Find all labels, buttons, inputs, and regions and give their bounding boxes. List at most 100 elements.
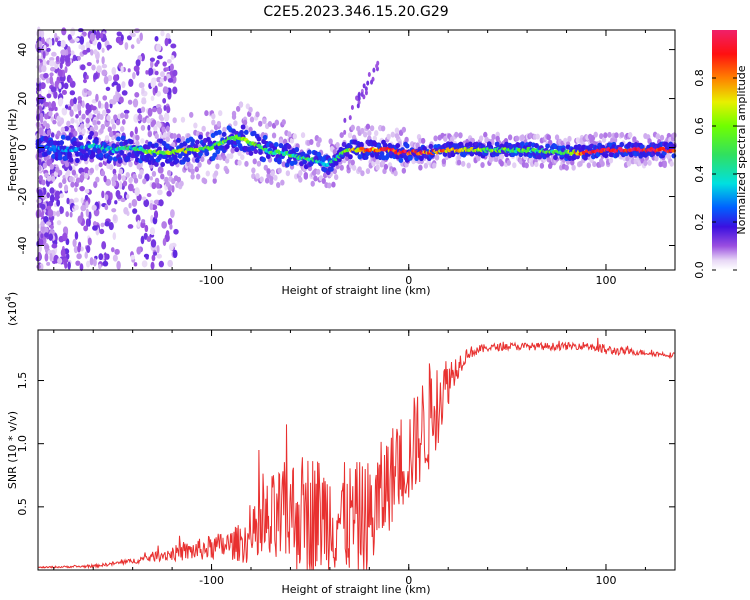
halo-point bbox=[108, 131, 114, 138]
band-point bbox=[198, 134, 203, 140]
halo-point bbox=[155, 182, 161, 189]
halo-point bbox=[669, 160, 674, 167]
halo-point bbox=[335, 142, 340, 149]
noise-point bbox=[56, 220, 62, 226]
halo-point bbox=[244, 160, 249, 167]
noise-point bbox=[141, 196, 147, 201]
halo-point bbox=[393, 170, 398, 177]
band-point bbox=[46, 149, 52, 155]
chart-title: C2E5.2023.346.15.20.G29 bbox=[263, 4, 448, 20]
noise-point bbox=[64, 261, 68, 269]
noise-point bbox=[120, 34, 124, 42]
noise-point bbox=[137, 220, 141, 228]
band-point bbox=[336, 156, 342, 163]
colorbar-tick-label: 0.0 bbox=[693, 261, 706, 279]
halo-point bbox=[251, 167, 256, 174]
halo-point bbox=[79, 175, 85, 182]
noise-point bbox=[104, 204, 109, 211]
colorbar-tick-label: 0.6 bbox=[693, 117, 706, 135]
noise-point bbox=[49, 187, 55, 194]
halo-point bbox=[292, 133, 297, 140]
band-point bbox=[215, 149, 221, 155]
feature-point bbox=[343, 129, 347, 135]
halo-point bbox=[313, 175, 318, 182]
band-point bbox=[347, 154, 353, 160]
halo-point bbox=[118, 168, 124, 175]
noise-point bbox=[59, 55, 65, 65]
halo-point bbox=[327, 182, 332, 189]
noise-point bbox=[50, 86, 57, 93]
band-point bbox=[84, 152, 90, 158]
halo-point bbox=[607, 131, 612, 138]
noise-point bbox=[120, 197, 126, 203]
halo-point bbox=[122, 180, 128, 187]
halo-point bbox=[300, 132, 306, 139]
noise-point bbox=[58, 182, 63, 189]
noise-point bbox=[36, 209, 42, 215]
noise-point bbox=[72, 54, 77, 62]
halo-point bbox=[374, 130, 379, 137]
band-point bbox=[235, 139, 241, 145]
noise-point bbox=[57, 69, 63, 77]
noise-point bbox=[156, 244, 160, 254]
noise-point bbox=[40, 233, 44, 239]
noise-point bbox=[83, 88, 88, 93]
band-point bbox=[240, 124, 246, 130]
band-point bbox=[194, 139, 200, 145]
halo-point bbox=[151, 119, 157, 126]
noise-point bbox=[148, 67, 154, 76]
halo-point bbox=[180, 116, 186, 123]
ridge-point bbox=[51, 145, 56, 149]
noise-point bbox=[158, 199, 164, 207]
halo-point bbox=[418, 164, 423, 171]
halo-point bbox=[180, 136, 186, 143]
noise-point bbox=[63, 82, 69, 90]
noise-point bbox=[38, 64, 43, 73]
halo-point bbox=[643, 159, 648, 166]
noise-point bbox=[86, 104, 92, 114]
halo-point bbox=[601, 136, 607, 143]
noise-point bbox=[83, 166, 90, 174]
halo-point bbox=[367, 130, 372, 137]
band-point bbox=[518, 151, 524, 158]
halo-point bbox=[135, 140, 140, 147]
noise-point bbox=[141, 219, 146, 224]
noise-point bbox=[69, 90, 76, 96]
halo-point bbox=[81, 113, 86, 120]
noise-point bbox=[123, 109, 130, 114]
halo-point bbox=[60, 126, 66, 133]
noise-point bbox=[106, 44, 113, 50]
halo-point bbox=[135, 134, 140, 141]
noise-point bbox=[80, 64, 86, 71]
noise-point bbox=[57, 41, 61, 46]
halo-point bbox=[259, 176, 264, 183]
feature-point bbox=[343, 117, 347, 123]
noise-point bbox=[60, 248, 66, 257]
noise-point bbox=[46, 261, 51, 266]
halo-point bbox=[499, 160, 505, 167]
band-point bbox=[261, 157, 267, 163]
noise-point bbox=[101, 63, 108, 69]
halo-point bbox=[375, 164, 380, 171]
noise-point bbox=[105, 86, 111, 91]
halo-point bbox=[546, 134, 551, 141]
noise-point bbox=[49, 72, 54, 77]
noise-point bbox=[50, 66, 56, 72]
noise-point bbox=[47, 208, 54, 218]
band-point bbox=[418, 155, 424, 162]
noise-point bbox=[36, 29, 42, 38]
noise-point bbox=[109, 192, 113, 201]
halo-point bbox=[42, 162, 48, 169]
halo-point bbox=[578, 160, 583, 167]
noise-point bbox=[100, 222, 105, 228]
halo-point bbox=[614, 132, 619, 139]
noise-point bbox=[74, 204, 79, 211]
feature-point bbox=[355, 95, 359, 101]
halo-point bbox=[332, 149, 338, 156]
noise-point bbox=[132, 72, 136, 80]
noise-point bbox=[60, 206, 64, 214]
halo-point bbox=[369, 125, 375, 132]
noise-point bbox=[130, 254, 136, 260]
noise-point bbox=[77, 244, 81, 253]
noise-point bbox=[139, 32, 143, 41]
